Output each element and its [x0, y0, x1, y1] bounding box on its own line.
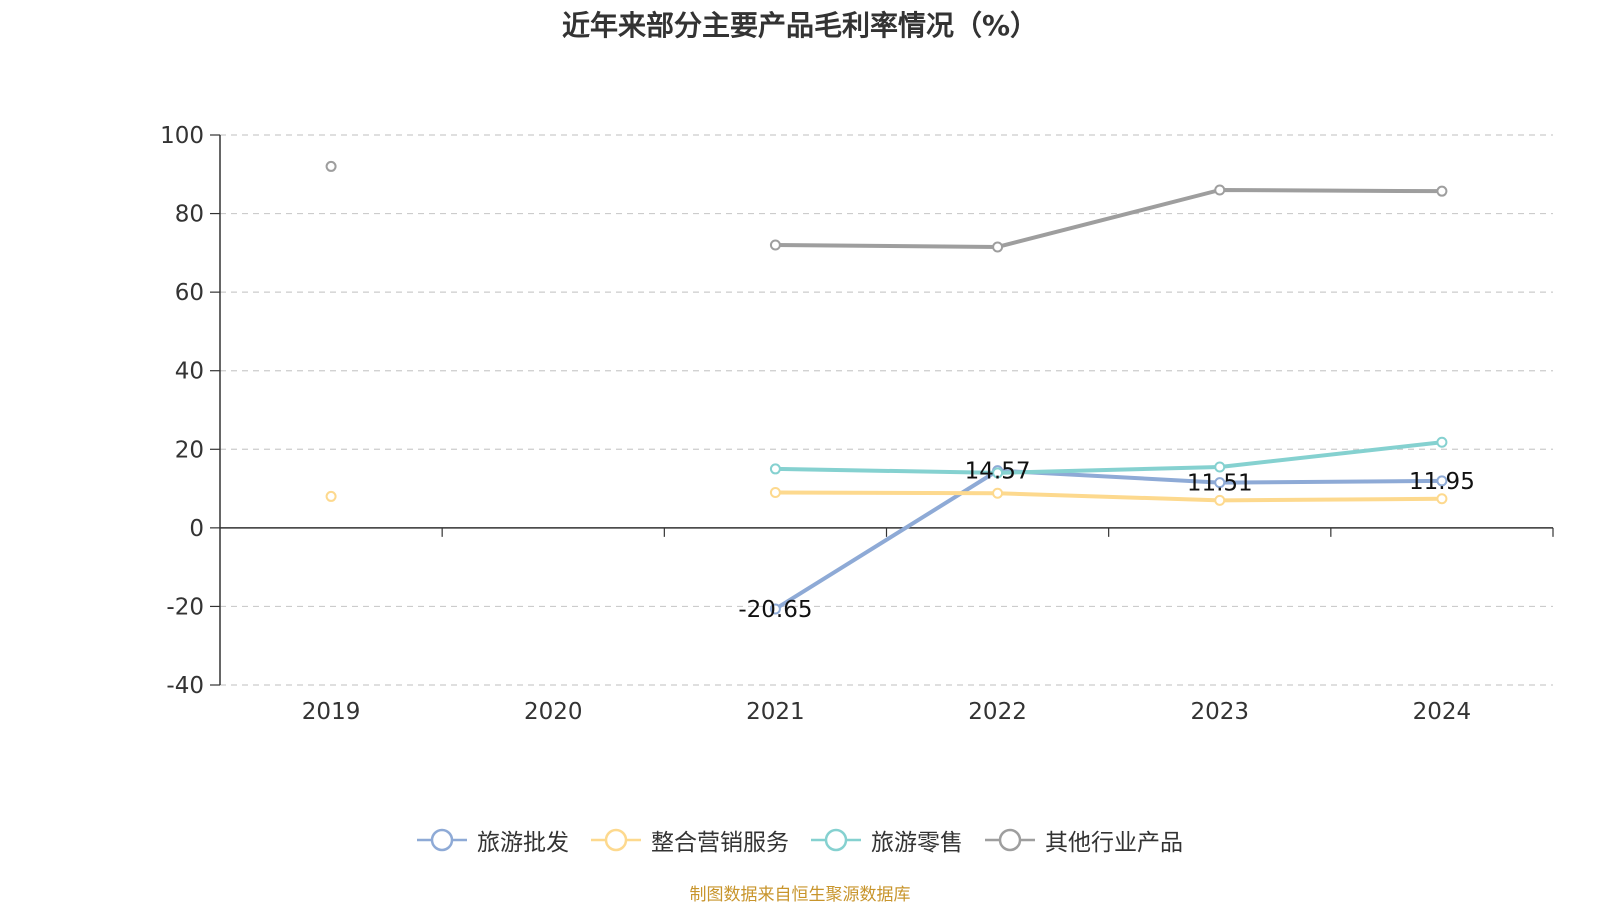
y-tick-label: 40 — [175, 359, 204, 385]
data-point — [325, 160, 337, 172]
legend-marker-icon — [998, 828, 1022, 852]
data-label: 11.95 — [1409, 469, 1475, 495]
legend-marker-icon — [430, 828, 454, 852]
data-point — [992, 241, 1004, 253]
legend-swatch-icon — [591, 828, 641, 852]
x-tick-label: 2021 — [746, 699, 805, 725]
x-tick-label: 2019 — [302, 699, 361, 725]
legend-label: 其他行业产品 — [1045, 830, 1183, 856]
legend-item[interactable]: 旅游批发 — [417, 823, 569, 857]
chart-title: 近年来部分主要产品毛利率情况（%） — [561, 9, 1039, 42]
x-tick-label: 2023 — [1190, 699, 1249, 725]
series-line — [775, 188, 1442, 249]
data-label: 11.51 — [1187, 471, 1253, 497]
legend-marker-icon — [604, 828, 628, 852]
y-tick-label: 100 — [160, 123, 204, 149]
data-point — [1214, 477, 1226, 489]
series-line — [774, 468, 1442, 611]
grid-lines — [220, 134, 1553, 686]
legend-label: 旅游零售 — [871, 830, 963, 856]
legend-item[interactable]: 整合营销服务 — [591, 823, 789, 857]
legend-swatch-icon — [985, 828, 1035, 852]
series-line — [775, 490, 1442, 503]
data-point — [325, 490, 337, 502]
series-line — [775, 440, 1443, 475]
y-tick-label: 0 — [189, 516, 204, 542]
data-point — [1436, 493, 1448, 505]
data-point — [1436, 475, 1448, 487]
data-point — [769, 487, 781, 498]
series-lines — [774, 188, 1443, 611]
legend-marker-icon — [824, 828, 848, 852]
data-point — [1214, 494, 1226, 506]
data-point — [1214, 461, 1226, 473]
x-tick-label: 2020 — [524, 699, 583, 725]
data-labels: -20.65 14.57 11.51 11.95 — [738, 459, 1475, 623]
legend: 旅游批发 整合营销服务 旅游零售 其他行业产品 — [0, 818, 1600, 862]
y-tick-label: 20 — [175, 437, 204, 463]
legend-swatch-icon — [417, 828, 467, 852]
data-point — [992, 487, 1004, 499]
x-tick-label: 2024 — [1413, 699, 1472, 725]
line-chart: 100 80 60 40 20 0 -20 -40 2019 2020 2021 2022 2023 20… — [160, 123, 1554, 725]
data-point — [769, 603, 781, 615]
legend-label: 整合营销服务 — [651, 830, 789, 856]
data-point — [992, 467, 1004, 479]
data-point — [1436, 185, 1448, 197]
legend-swatch-icon — [811, 828, 861, 852]
series-points — [325, 160, 1448, 615]
data-point — [1436, 436, 1448, 448]
legend-item[interactable]: 旅游零售 — [811, 823, 963, 857]
y-tick-label: 80 — [175, 202, 204, 228]
data-label: -20.65 — [738, 597, 812, 623]
legend-item[interactable]: 其他行业产品 — [985, 823, 1183, 857]
legend-label: 旅游批发 — [477, 830, 569, 856]
data-point — [769, 239, 781, 251]
y-tick-label: -20 — [166, 594, 204, 620]
x-tick-label: 2022 — [968, 699, 1027, 725]
data-point — [1214, 184, 1226, 196]
y-tick-label: -40 — [166, 673, 204, 699]
source-note: 制图数据来自恒生聚源数据库 — [689, 885, 911, 905]
data-label: 14.57 — [965, 459, 1031, 485]
axes: 100 80 60 40 20 0 -20 -40 2019 2020 2021 2022 2023 20… — [160, 123, 1554, 725]
data-point — [769, 463, 781, 475]
y-tick-label: 60 — [175, 280, 204, 306]
